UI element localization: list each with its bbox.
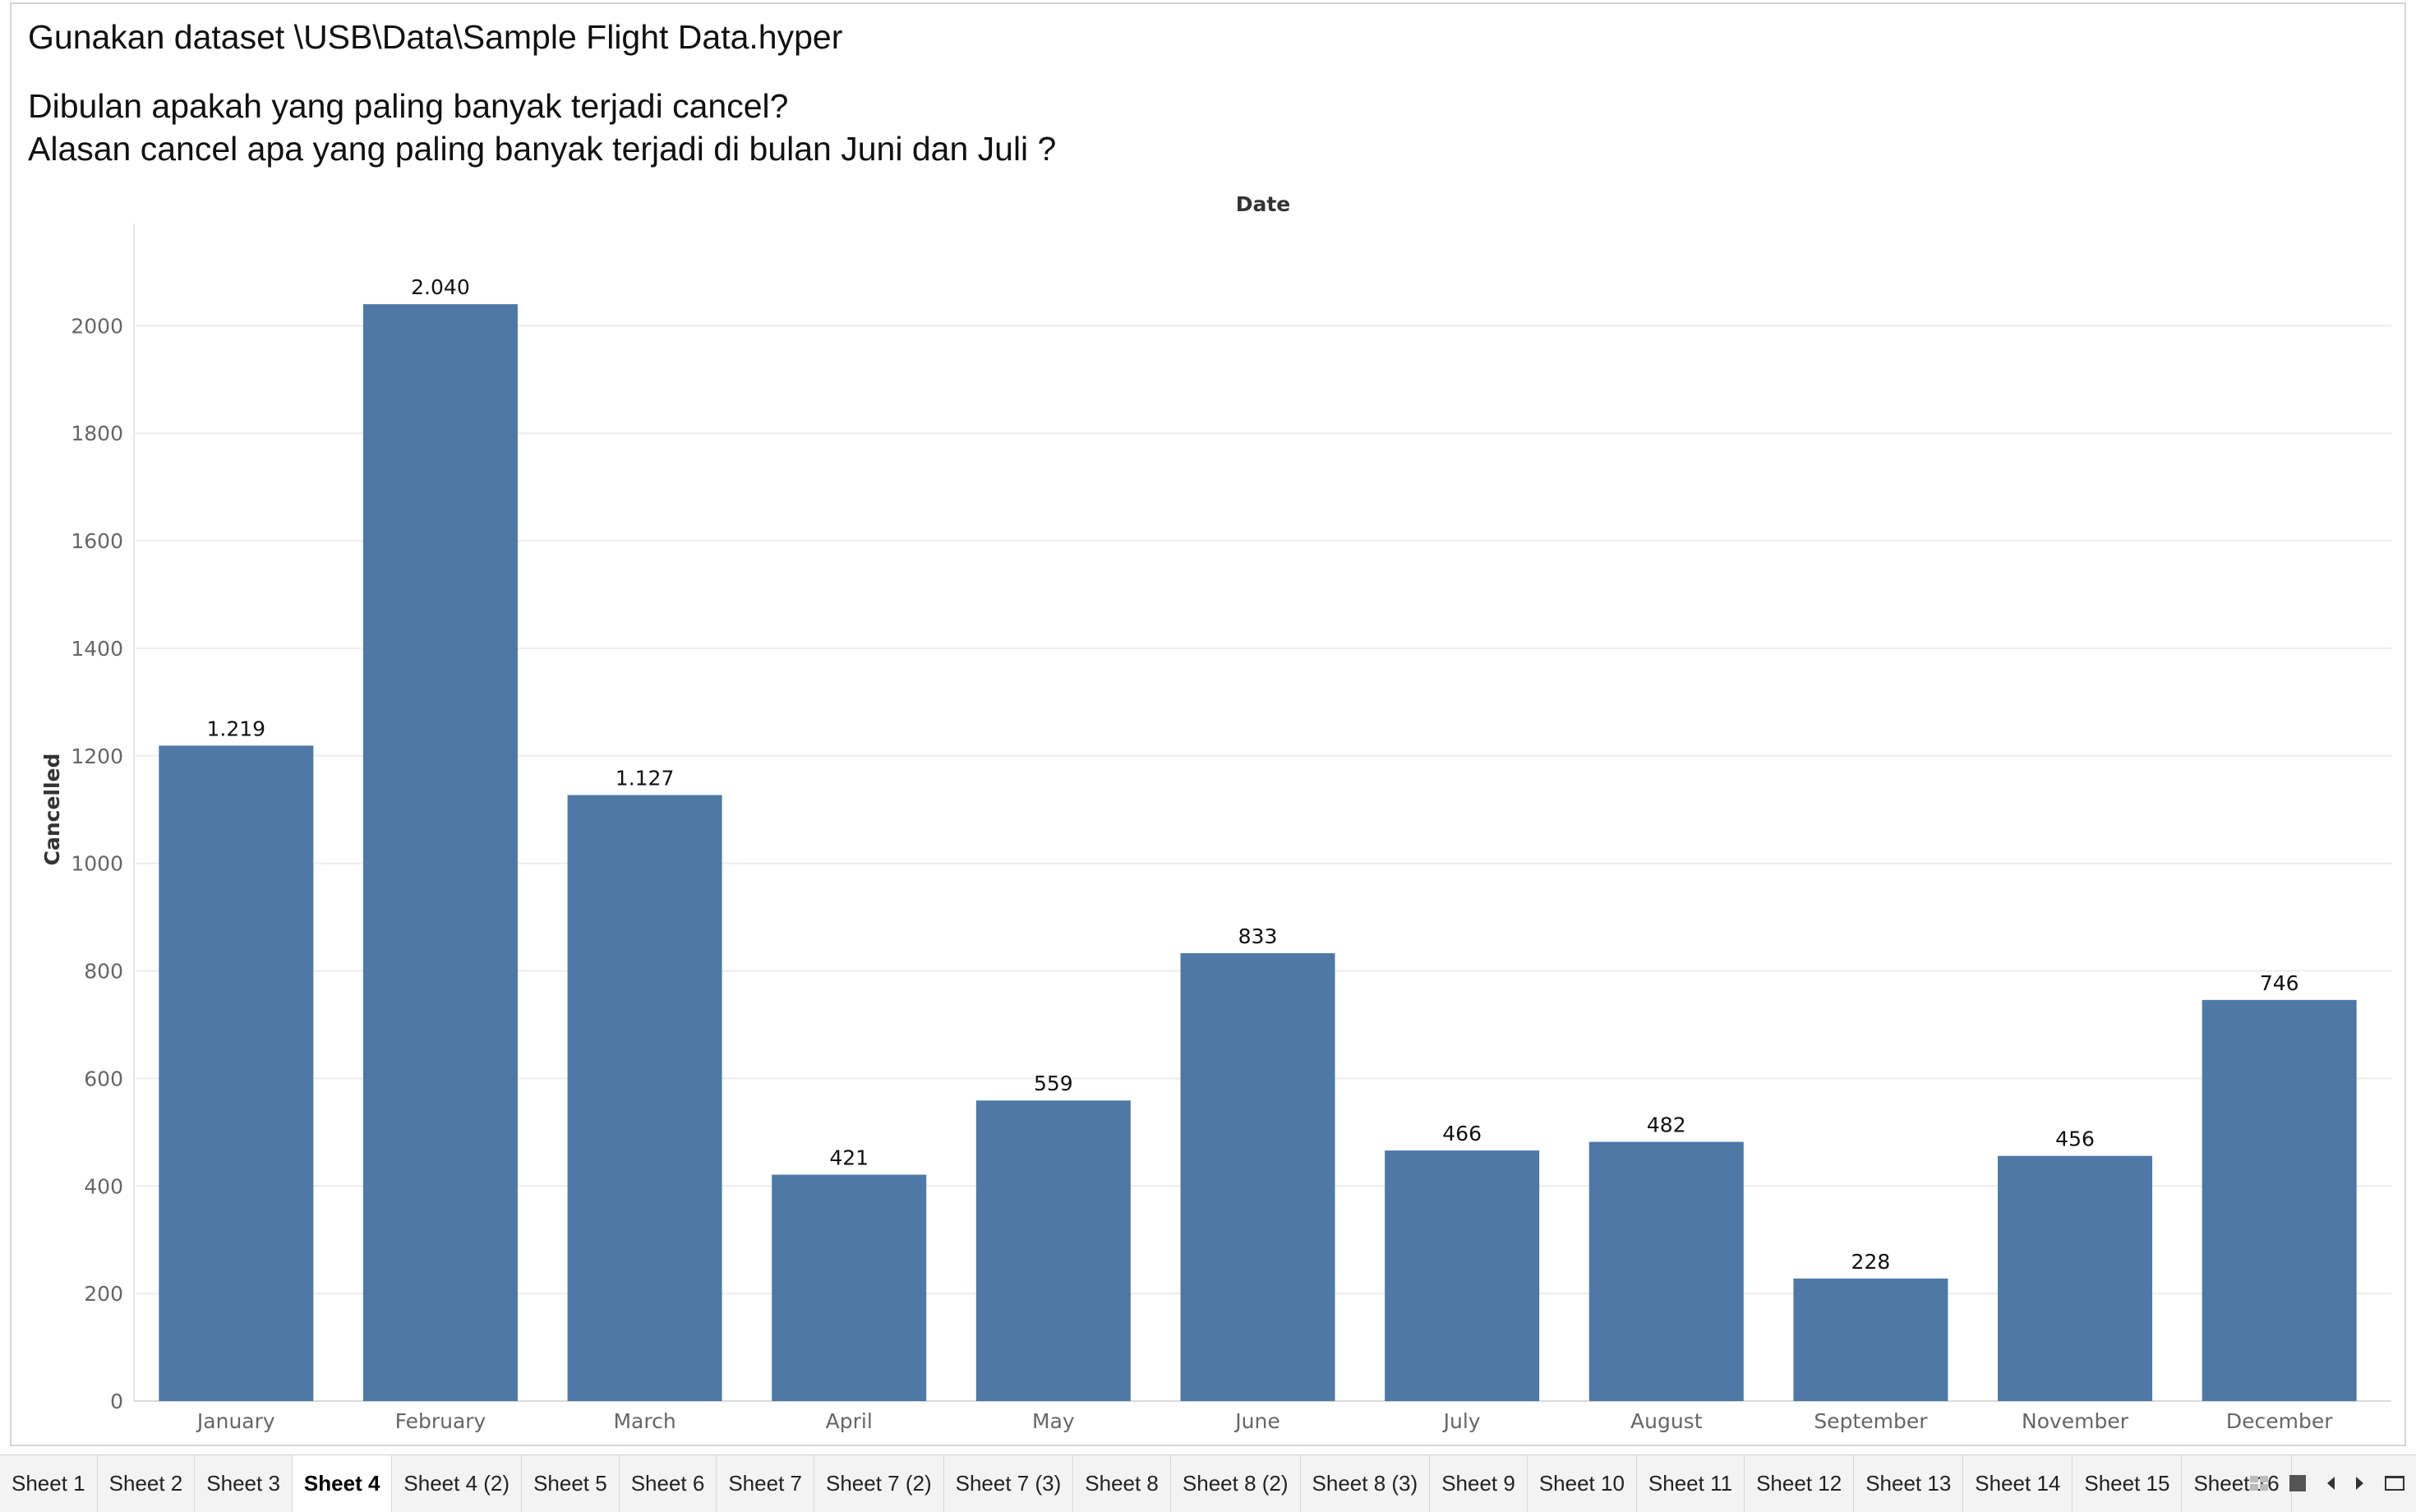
scroll-left-icon[interactable] — [2327, 1477, 2335, 1490]
x-tick-label: April — [826, 1409, 873, 1433]
y-tick-label: 600 — [84, 1067, 123, 1090]
sheet-tab[interactable]: Sheet 13 — [1854, 1455, 1964, 1512]
bar-value-label: 1.127 — [616, 767, 675, 791]
bar — [159, 745, 314, 1401]
bar — [1793, 1278, 1948, 1401]
x-tick-label: June — [1233, 1409, 1279, 1433]
sheet-tab[interactable]: Sheet 14 — [1963, 1455, 2073, 1512]
sheet-tab[interactable]: Sheet 5 — [522, 1455, 620, 1512]
bar-chart: 0 200 400 600 800 1000 1200 1400 1600 1800 2000 1.2… — [40, 192, 2391, 1433]
x-tick-label: February — [395, 1409, 486, 1433]
bar — [772, 1174, 927, 1401]
sheet-tab[interactable]: Sheet 8 — [1073, 1455, 1171, 1512]
y-tick-label: 800 — [84, 960, 123, 984]
sheet-tab-bar: Sheet 1 Sheet 2 Sheet 3 Sheet 4 Sheet 4 (2) S… — [0, 1454, 2416, 1512]
sheet-tab[interactable]: Sheet 4 — [292, 1455, 393, 1512]
y-tick-label: 1600 — [71, 529, 123, 553]
y-axis-title: Cancelled — [40, 754, 64, 866]
x-tick-label: November — [2022, 1409, 2129, 1433]
y-tick-label: 400 — [84, 1174, 123, 1198]
bar-value-label: 421 — [829, 1146, 869, 1170]
title-line-2: Dibulan apakah yang paling banyak terjad… — [28, 87, 789, 125]
sheet-tab[interactable]: Sheet 12 — [1745, 1455, 1855, 1512]
y-tick-label: 200 — [84, 1282, 123, 1306]
bar-value-label: 482 — [1647, 1113, 1686, 1137]
bar-value-label: 833 — [1238, 924, 1278, 948]
sheet-tab[interactable]: Sheet 11 — [1637, 1455, 1745, 1512]
grid-view-icon[interactable] — [2250, 1476, 2268, 1491]
y-tick-label: 0 — [110, 1390, 123, 1413]
x-tick-label: May — [1032, 1409, 1075, 1433]
x-tick-label: March — [613, 1409, 675, 1433]
x-tick-label: September — [1814, 1409, 1928, 1433]
x-tick-label: January — [196, 1409, 275, 1433]
title-line-3: Alasan cancel apa yang paling banyak ter… — [28, 130, 1057, 168]
bar — [1588, 1141, 1744, 1401]
x-tick-label: August — [1630, 1409, 1703, 1433]
bar-value-label: 2.040 — [411, 275, 470, 299]
bar-value-label: 456 — [2055, 1127, 2095, 1151]
sheet-tab[interactable]: Sheet 6 — [620, 1455, 717, 1512]
bar-value-label: 1.219 — [207, 717, 266, 740]
y-tick-label: 1400 — [71, 637, 123, 661]
sheet-tab[interactable]: Sheet 7 (3) — [944, 1455, 1074, 1512]
sheet-tab[interactable]: Sheet 3 — [195, 1455, 293, 1512]
bar-value-label: 559 — [1034, 1072, 1073, 1095]
bar — [1180, 952, 1335, 1401]
sheet-tab[interactable]: Sheet 8 (2) — [1171, 1455, 1301, 1512]
sheet-tab[interactable]: Sheet 15 — [2073, 1455, 2183, 1512]
sheet-tab[interactable]: Sheet 1 — [0, 1455, 98, 1512]
bar — [2202, 999, 2357, 1401]
sheet-tab[interactable]: Sheet 4 (2) — [392, 1455, 523, 1512]
sheet-tab[interactable]: Sheet 9 — [1430, 1455, 1528, 1512]
y-tick-label: 1000 — [71, 852, 123, 876]
title-line-1: Gunakan dataset \USB\Data\Sample Flight … — [28, 18, 843, 56]
y-tick-label: 1200 — [71, 744, 123, 768]
sheet-tab[interactable]: Sheet 7 (2) — [814, 1455, 944, 1512]
sheet-tab[interactable]: Sheet 10 — [1528, 1455, 1637, 1512]
bar-value-label: 466 — [1442, 1122, 1482, 1146]
bar — [567, 795, 722, 1401]
bar — [1998, 1155, 2153, 1401]
x-tick-label: July — [1442, 1409, 1481, 1433]
presentation-icon[interactable] — [2385, 1476, 2404, 1491]
y-tick-label: 1800 — [71, 422, 123, 445]
x-tick-label: December — [2226, 1409, 2333, 1433]
x-axis-title: Date — [1236, 192, 1291, 216]
filmstrip-icon[interactable] — [2289, 1475, 2306, 1491]
bar — [1385, 1150, 1540, 1401]
sheet-tab[interactable]: Sheet 8 (3) — [1301, 1455, 1431, 1512]
bar — [975, 1100, 1131, 1401]
scroll-right-icon[interactable] — [2356, 1477, 2363, 1490]
bar — [362, 304, 518, 1402]
bar-value-label: 746 — [2260, 971, 2299, 995]
bar-value-label: 228 — [1851, 1250, 1891, 1274]
sheet-tab[interactable]: Sheet 2 — [98, 1455, 196, 1512]
tab-toolbar — [2250, 1454, 2409, 1512]
y-tick-label: 2000 — [71, 314, 123, 338]
sheet-tab[interactable]: Sheet 7 — [717, 1455, 814, 1512]
